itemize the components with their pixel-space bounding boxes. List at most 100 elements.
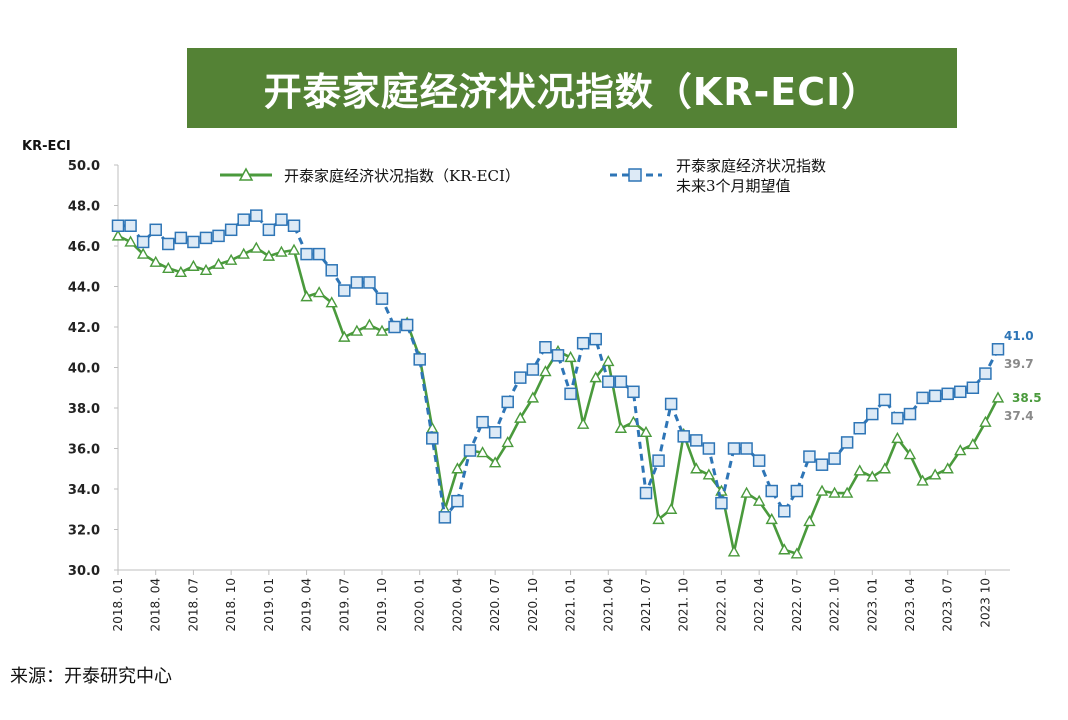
expect-point xyxy=(916,391,929,405)
expect-point xyxy=(363,276,376,289)
x-tick-label: 2020. 07 xyxy=(488,578,502,631)
expect-point xyxy=(287,219,301,232)
title-banner: 开泰家庭经济状况指数（KR-ECI） xyxy=(187,48,957,128)
actual-point xyxy=(275,245,288,257)
actual-point xyxy=(916,474,929,486)
end-label-expect-prev: 39.7 xyxy=(1004,357,1034,371)
expect-point xyxy=(652,454,665,467)
expect-point xyxy=(903,407,917,421)
expect-point xyxy=(350,276,364,289)
expect-point xyxy=(325,264,338,277)
expect-point xyxy=(375,292,389,305)
expect-point xyxy=(979,367,992,380)
legend-expect-label: 开泰家庭经济状况指数 未来3个月期望值 xyxy=(676,157,831,195)
actual-point xyxy=(979,415,992,427)
actual-point xyxy=(928,468,942,480)
expect-point xyxy=(426,432,439,445)
expect-point xyxy=(438,511,452,524)
expect-point xyxy=(413,353,426,366)
expect-point xyxy=(966,381,980,394)
x-tick-label: 2022. 07 xyxy=(790,578,804,631)
x-tick-label: 2019. 01 xyxy=(262,578,276,631)
actual-point xyxy=(954,444,967,456)
expect-point xyxy=(300,247,313,261)
expect-point xyxy=(778,505,791,518)
expect-point xyxy=(991,343,1005,356)
x-tick-label: 2021. 04 xyxy=(601,578,615,631)
expect-point xyxy=(866,407,879,421)
y-tick-label: 42.0 xyxy=(68,321,100,336)
actual-point xyxy=(237,247,250,259)
end-label-actual: 38.5 xyxy=(1012,391,1042,405)
expect-point xyxy=(551,349,565,362)
expect-point xyxy=(212,229,225,243)
x-tick-label: 2022. 10 xyxy=(828,578,842,631)
expect-point xyxy=(501,395,514,409)
expect-point xyxy=(740,442,753,455)
actual-point xyxy=(803,514,816,527)
expect-point xyxy=(451,494,464,508)
actual-point xyxy=(903,448,917,460)
x-tick-label: 2018. 10 xyxy=(224,578,238,631)
expect-point xyxy=(338,284,351,297)
expect-point xyxy=(891,411,904,425)
actual-point xyxy=(828,486,841,498)
expect-point xyxy=(803,450,816,463)
actual-point xyxy=(325,296,338,308)
actual-point xyxy=(199,263,213,275)
actual-point xyxy=(250,241,263,253)
end-label-expect: 41.0 xyxy=(1004,329,1034,343)
expect-point xyxy=(124,219,137,232)
x-tick-label: 2020. 01 xyxy=(413,578,427,631)
y-tick-label: 36.0 xyxy=(68,443,100,458)
x-tick-label: 2022. 04 xyxy=(752,578,766,631)
expect-point xyxy=(262,223,276,237)
actual-point xyxy=(212,257,225,269)
series-actual xyxy=(111,229,1005,559)
legend-triangle-icon xyxy=(238,167,254,181)
expect-point xyxy=(664,397,678,411)
actual-point xyxy=(815,484,829,496)
actual-point xyxy=(224,253,238,265)
actual-point xyxy=(853,464,866,476)
y-tick-label: 46.0 xyxy=(68,240,100,255)
expect-point xyxy=(853,422,866,435)
x-tick-label: 2023. 01 xyxy=(865,578,879,631)
expect-point xyxy=(237,213,250,226)
expect-point xyxy=(526,363,540,376)
expect-point xyxy=(312,247,326,261)
actual-point xyxy=(652,512,665,525)
legend-square-icon xyxy=(628,168,642,182)
actual-point xyxy=(740,486,753,498)
actual-point xyxy=(752,494,766,506)
actual-point xyxy=(891,431,904,444)
end-label-actual-prev: 37.4 xyxy=(1004,409,1034,423)
y-tick-label: 40.0 xyxy=(68,362,100,377)
actual-point xyxy=(338,330,351,342)
expect-point xyxy=(111,219,125,232)
y-tick-label: 34.0 xyxy=(68,483,100,498)
x-tick-label: 2023. 07 xyxy=(941,578,955,631)
expect-point xyxy=(514,371,527,384)
expect-point xyxy=(878,393,892,407)
legend-expect-label-line1: 开泰家庭经济状况指数 xyxy=(676,157,826,175)
actual-point xyxy=(111,229,125,241)
actual-point xyxy=(312,286,326,298)
expect-point xyxy=(815,458,829,471)
actual-point xyxy=(690,462,703,474)
expect-point xyxy=(954,385,967,399)
actual-point xyxy=(174,265,188,278)
expect-point xyxy=(589,332,602,346)
actual-point xyxy=(840,486,854,498)
x-tick-label: 2018. 07 xyxy=(186,578,200,631)
actual-point xyxy=(727,545,741,557)
expect-point xyxy=(765,484,778,498)
actual-point xyxy=(866,470,879,482)
expect-point xyxy=(187,235,200,249)
expect-point xyxy=(727,442,741,455)
y-tick-label: 44.0 xyxy=(68,281,100,296)
actual-point xyxy=(375,324,389,336)
expect-point xyxy=(149,223,162,237)
expect-point xyxy=(162,237,175,251)
expect-point xyxy=(614,375,628,388)
